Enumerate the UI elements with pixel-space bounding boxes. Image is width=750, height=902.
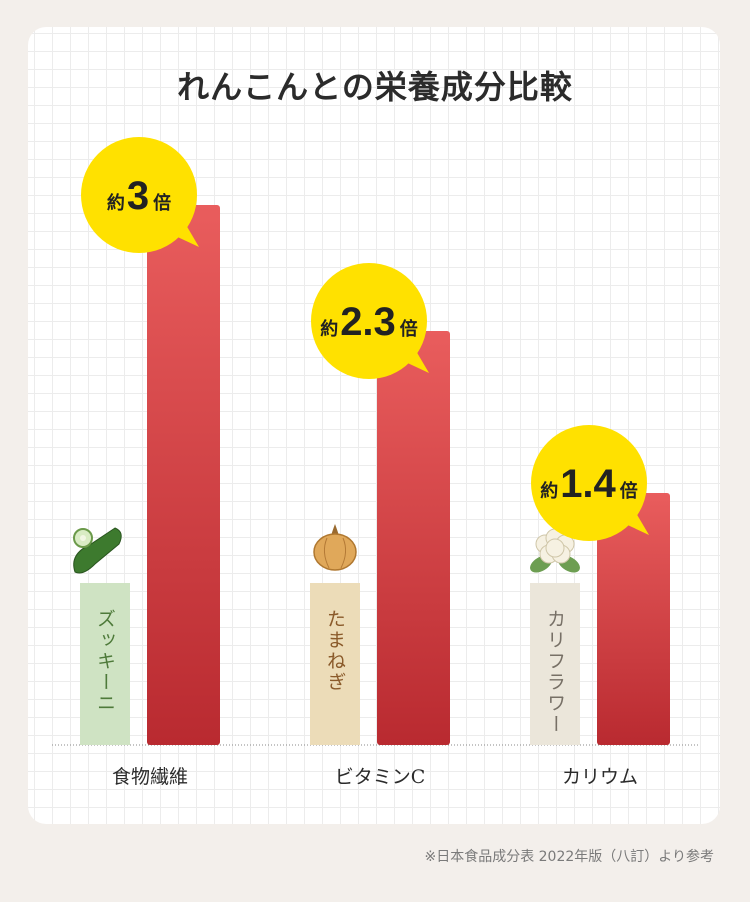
zucchini-body — [73, 527, 122, 574]
bubble-circle — [311, 263, 427, 379]
onion-bulb — [313, 533, 357, 571]
ratio-label: 約3 倍 — [107, 174, 171, 218]
zucchini-slice-core — [80, 535, 86, 541]
comparison-bar — [310, 583, 360, 745]
bubble-circle — [81, 137, 197, 253]
comparison-label: ズッキーニ — [94, 609, 116, 714]
comparison-bar — [80, 583, 130, 745]
bubble-circle — [531, 425, 647, 541]
source-footnote: ※日本食品成分表 2022年版（八訂）より参考 — [424, 849, 714, 865]
comparison-label: カリフラワー — [544, 609, 566, 735]
onion-lines — [323, 537, 347, 569]
category-label: ビタミンC — [335, 766, 426, 788]
onion-top — [331, 524, 339, 536]
category-label: 食物繊維 — [112, 766, 188, 788]
ratio-bubble: 約2.3 倍 — [311, 263, 429, 379]
zucchini-icon — [73, 527, 122, 574]
lotus-root-bar — [377, 331, 450, 745]
cauliflower-icon — [530, 528, 580, 573]
onion-icon — [313, 524, 357, 571]
ratio-bubble: 約1.4 倍 — [531, 425, 649, 541]
comparison-bar — [530, 583, 580, 745]
ratio-label: 約1.4 倍 — [540, 462, 638, 506]
chart-title: れんこんとの栄養成分比較 — [177, 68, 573, 106]
ratio-bubble: 約3 倍 — [81, 137, 199, 253]
lotus-root-bar — [597, 493, 670, 745]
category-label: カリウム — [562, 766, 638, 788]
lotus-root-bar — [147, 205, 220, 745]
cauliflower-floret — [545, 538, 565, 558]
ratio-label: 約2.3 倍 — [320, 300, 418, 344]
comparison-label: たまねぎ — [324, 609, 346, 693]
